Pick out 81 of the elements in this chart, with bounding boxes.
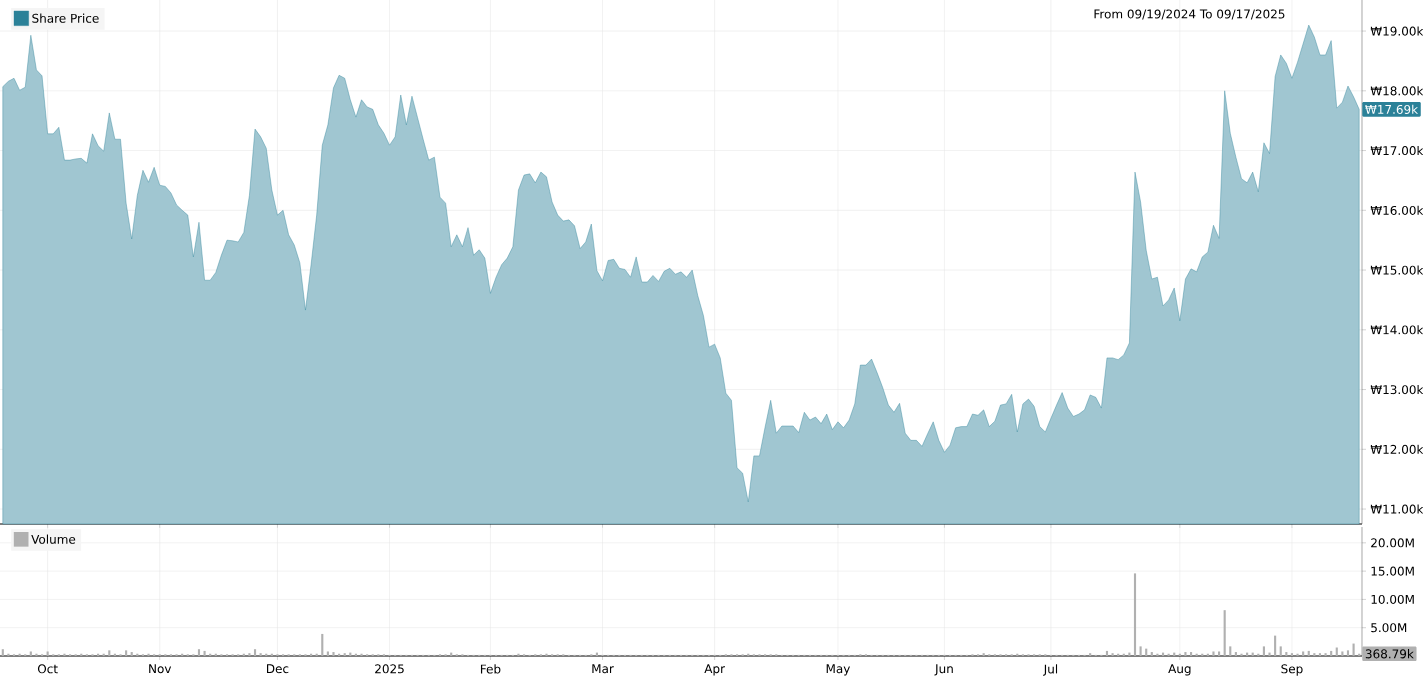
bar xyxy=(1341,651,1344,656)
bar xyxy=(1139,646,1142,656)
bar xyxy=(1307,650,1310,656)
bar xyxy=(203,650,206,656)
y-tick-label: 15.00M xyxy=(1371,566,1414,576)
bar xyxy=(1290,653,1293,656)
x-tick-label: Feb xyxy=(480,664,501,674)
bar xyxy=(321,633,324,656)
y-tick-label: 5.00M xyxy=(1371,623,1407,633)
bar xyxy=(248,653,251,656)
bar xyxy=(1262,646,1265,656)
text: 368.79k xyxy=(1365,649,1414,659)
bar xyxy=(35,653,38,656)
bar xyxy=(1285,652,1288,656)
bar xyxy=(1,649,4,656)
bar xyxy=(1111,653,1114,656)
x-tick-label: Mar xyxy=(592,664,614,674)
bar xyxy=(63,653,66,656)
bar xyxy=(1234,652,1237,656)
bar xyxy=(1268,652,1271,656)
y-tick-label: ₩14.00k xyxy=(1370,325,1423,335)
bar xyxy=(332,652,335,656)
y-tick-label: ₩11.00k xyxy=(1370,504,1423,514)
text: ₩17.69k xyxy=(1365,104,1419,114)
annotation: From 09/19/2024 To 09/17/2025 xyxy=(1094,9,1285,20)
bar xyxy=(517,653,520,656)
bar xyxy=(1212,651,1215,656)
bar xyxy=(125,650,128,656)
x-tick-label: Oct xyxy=(37,664,58,674)
x-tick-label: Aug xyxy=(1168,664,1191,676)
y-tick-label: ₩15.00k xyxy=(1370,265,1423,275)
y-tick-label: ₩18.00k xyxy=(1370,86,1423,96)
legend-label: Volume xyxy=(31,534,76,544)
bar xyxy=(259,653,262,656)
bar xyxy=(1324,653,1327,656)
bar xyxy=(1313,653,1316,656)
bar xyxy=(545,653,548,656)
bar xyxy=(1189,652,1193,656)
bar xyxy=(1150,652,1153,656)
x-tick-label: 2025 xyxy=(375,664,404,674)
y-tick-label: ₩17.00k xyxy=(1370,145,1423,156)
bar xyxy=(1296,653,1299,656)
y-tick-label: ₩19.00k xyxy=(1370,26,1423,36)
bar xyxy=(1279,646,1282,656)
bar xyxy=(46,651,49,656)
bar xyxy=(326,651,329,656)
bar xyxy=(130,652,133,656)
bar xyxy=(197,649,201,656)
bar xyxy=(29,651,32,656)
y-tick-label: ₩16.00k xyxy=(1370,205,1423,215)
legend-label: Share Price xyxy=(32,13,99,23)
bar xyxy=(1105,650,1109,656)
x-tick-label: Jun xyxy=(934,664,953,676)
bar xyxy=(1223,610,1226,656)
x-tick-label: Apr xyxy=(704,664,726,676)
bar xyxy=(253,649,257,656)
x-tick-label: Nov xyxy=(149,664,172,674)
bar xyxy=(982,653,985,656)
bar xyxy=(1302,651,1305,656)
bar xyxy=(108,650,111,656)
bar xyxy=(1274,635,1277,656)
x-tick-label: Dec xyxy=(267,664,289,674)
bar xyxy=(1133,573,1137,656)
bar xyxy=(343,653,346,656)
bar xyxy=(360,653,363,656)
bar xyxy=(1346,650,1350,656)
y-tick-label: ₩12.00k xyxy=(1370,444,1423,454)
bar xyxy=(1184,652,1187,656)
y-tick-label: 10.00M xyxy=(1371,594,1414,604)
bar xyxy=(1089,653,1092,656)
x-tick-label: Jul xyxy=(1043,664,1058,676)
bar xyxy=(1318,653,1322,656)
bar xyxy=(1240,653,1243,656)
y-tick-label: 20.00M xyxy=(1371,538,1414,548)
y-tick-label: ₩13.00k xyxy=(1370,384,1423,395)
bar xyxy=(1330,650,1333,656)
x-tick-label: Sep xyxy=(1281,664,1303,676)
bar xyxy=(147,653,150,656)
bar xyxy=(1218,651,1221,656)
x-tick-label: May xyxy=(826,664,850,676)
bar xyxy=(1229,646,1232,656)
